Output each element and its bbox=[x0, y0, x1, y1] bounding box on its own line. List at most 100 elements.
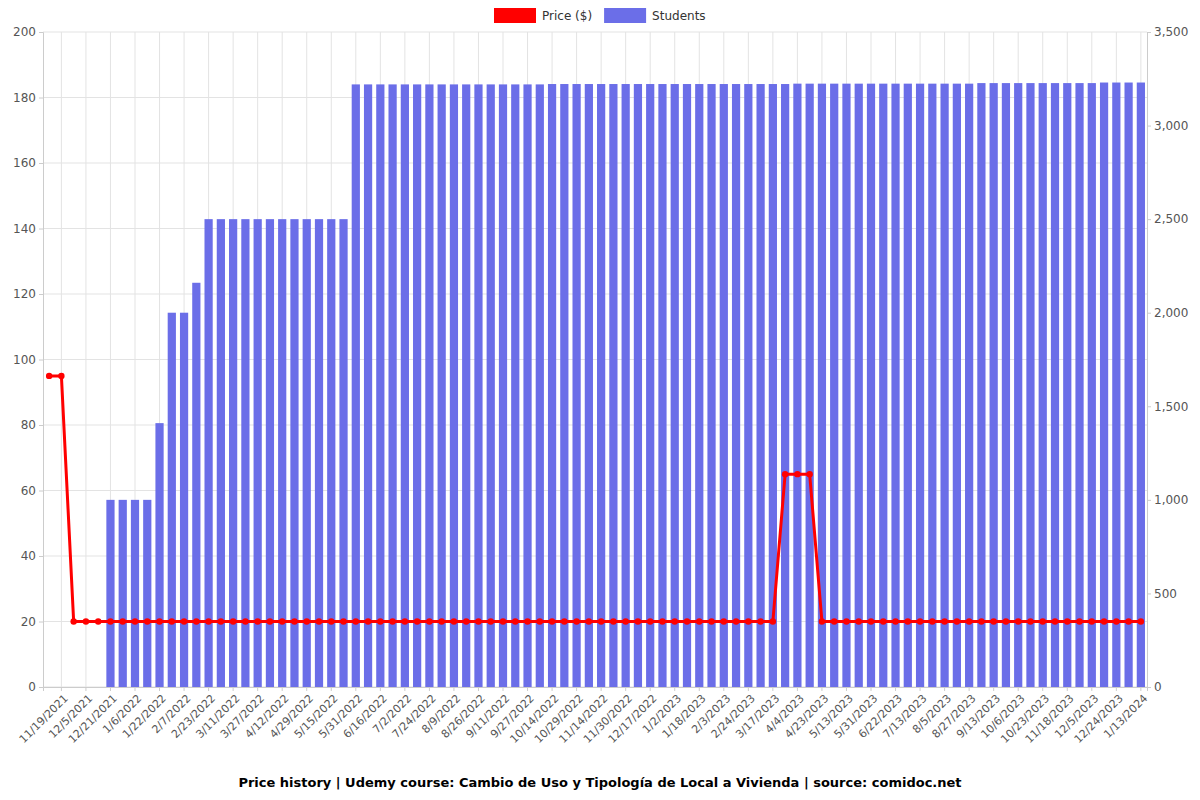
marker bbox=[598, 618, 604, 624]
marker bbox=[1138, 618, 1144, 624]
tick-label: 200 bbox=[13, 25, 36, 39]
marker bbox=[95, 618, 101, 624]
bar bbox=[1088, 83, 1096, 687]
marker bbox=[905, 618, 911, 624]
marker bbox=[610, 618, 616, 624]
marker bbox=[181, 618, 187, 624]
marker bbox=[205, 618, 211, 624]
tick-mark bbox=[1091, 687, 1092, 691]
tick-label: 500 bbox=[1154, 587, 1177, 601]
tick-mark bbox=[772, 687, 773, 691]
marker bbox=[806, 471, 812, 477]
bar bbox=[131, 500, 139, 687]
tick-mark bbox=[625, 687, 626, 691]
bar bbox=[315, 219, 323, 687]
bar bbox=[290, 219, 298, 687]
bar bbox=[806, 84, 814, 687]
tick-mark bbox=[576, 687, 577, 691]
bar bbox=[1014, 83, 1022, 687]
marker bbox=[856, 618, 862, 624]
tick-label: 1,000 bbox=[1154, 493, 1188, 507]
marker bbox=[353, 618, 359, 624]
bar bbox=[879, 84, 887, 687]
x-axis: 11/19/202112/5/202112/21/20211/6/20221/2… bbox=[17, 687, 1150, 746]
tick-mark bbox=[601, 687, 602, 691]
tick-mark bbox=[233, 687, 234, 691]
tick-label: 180 bbox=[13, 91, 36, 105]
bar bbox=[254, 219, 262, 687]
tick: 200 bbox=[13, 25, 43, 39]
tick-mark bbox=[797, 687, 798, 691]
tick-mark bbox=[1147, 126, 1151, 127]
marker bbox=[254, 618, 260, 624]
bar bbox=[695, 84, 703, 687]
marker bbox=[868, 618, 874, 624]
tick-mark bbox=[944, 687, 945, 691]
bar bbox=[1137, 83, 1145, 687]
bar bbox=[1124, 83, 1132, 687]
bar bbox=[609, 84, 617, 687]
y-axis: 020406080100120140160180200 bbox=[13, 25, 43, 694]
bar bbox=[1063, 83, 1071, 687]
marker bbox=[990, 618, 996, 624]
tick: 1,000 bbox=[1147, 493, 1188, 507]
bar-series bbox=[106, 83, 1145, 687]
bar bbox=[634, 84, 642, 687]
tick-mark bbox=[674, 687, 675, 691]
tick-mark bbox=[1147, 593, 1151, 594]
tick-mark bbox=[282, 687, 283, 691]
marker bbox=[978, 618, 984, 624]
marker bbox=[193, 618, 199, 624]
title: Price history | Udemy course: Cambio de … bbox=[238, 775, 961, 790]
bar bbox=[1112, 83, 1120, 687]
bar bbox=[940, 84, 948, 687]
bar bbox=[1075, 83, 1083, 687]
marker bbox=[365, 618, 371, 624]
bar bbox=[388, 84, 396, 687]
bar bbox=[671, 84, 679, 687]
marker bbox=[156, 618, 162, 624]
marker bbox=[1113, 618, 1119, 624]
tick-mark bbox=[453, 687, 454, 691]
marker bbox=[537, 618, 543, 624]
marker bbox=[279, 618, 285, 624]
marker bbox=[831, 618, 837, 624]
bar bbox=[720, 84, 728, 687]
tick-mark bbox=[39, 32, 43, 33]
bar bbox=[192, 283, 200, 687]
tick-label: 100 bbox=[13, 353, 36, 367]
bar bbox=[548, 84, 556, 687]
tick-mark bbox=[821, 687, 822, 691]
legend: Price ($)Students bbox=[494, 8, 706, 23]
tick-mark bbox=[1067, 687, 1068, 691]
bar bbox=[658, 84, 666, 687]
tick-label: 1/13/2024 bbox=[1101, 692, 1150, 741]
tick-mark bbox=[527, 687, 528, 691]
bar bbox=[1002, 83, 1010, 687]
tick-mark bbox=[85, 687, 86, 691]
bar bbox=[1026, 83, 1034, 687]
bar bbox=[622, 84, 630, 687]
bar bbox=[990, 83, 998, 687]
marker bbox=[426, 618, 432, 624]
bar bbox=[1051, 83, 1059, 687]
bar bbox=[928, 84, 936, 687]
marker bbox=[770, 618, 776, 624]
marker bbox=[1076, 618, 1082, 624]
marker bbox=[966, 618, 972, 624]
tick-mark bbox=[1042, 687, 1043, 691]
bar bbox=[229, 219, 237, 687]
marker bbox=[1089, 618, 1095, 624]
bar bbox=[977, 83, 985, 687]
marker bbox=[120, 618, 126, 624]
tick-mark bbox=[39, 360, 43, 361]
tick: 2,500 bbox=[1147, 212, 1188, 226]
tick-mark bbox=[1018, 687, 1019, 691]
tick-mark bbox=[39, 98, 43, 99]
marker bbox=[573, 618, 579, 624]
bar bbox=[303, 219, 311, 687]
tick-mark bbox=[1147, 500, 1151, 501]
marker bbox=[316, 618, 322, 624]
marker bbox=[70, 618, 76, 624]
tick: 2,000 bbox=[1147, 306, 1188, 320]
